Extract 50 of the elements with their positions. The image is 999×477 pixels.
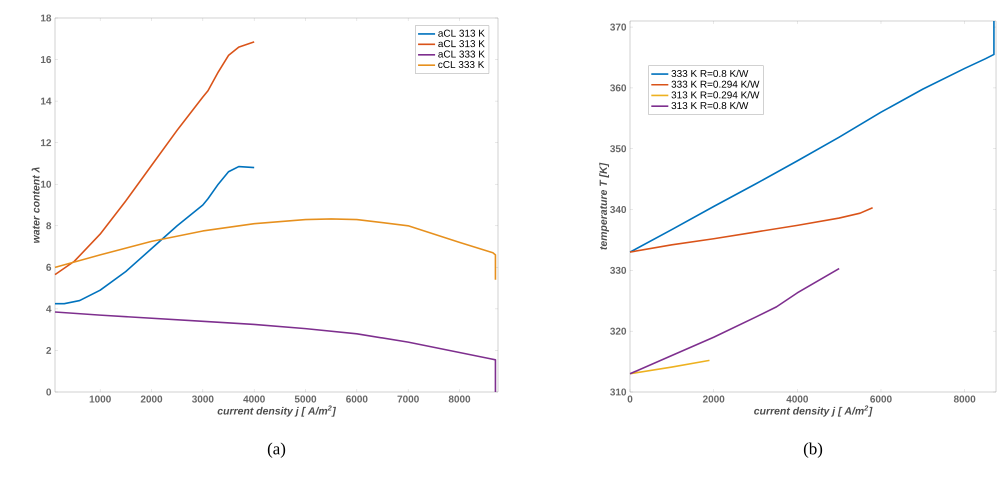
y-axis-title: temperature T [K] <box>599 162 610 250</box>
legend-label: aCL 313 K <box>438 30 485 37</box>
y-tick-label: 18 <box>41 14 52 22</box>
legend-label: 313 K R=0.8 K/W <box>671 102 748 110</box>
y-tick-label: 14 <box>41 98 52 105</box>
y-tick-label: 340 <box>610 206 626 214</box>
legend-label: 313 K R=0.294 K/W <box>671 91 760 98</box>
y-tick-label: 10 <box>41 180 52 188</box>
y-tick-label: 16 <box>41 56 52 64</box>
x-tick-label: 8000 <box>448 396 470 403</box>
line-series <box>629 206 874 253</box>
line-series <box>54 166 255 304</box>
line-series <box>629 20 995 253</box>
x-tick-label: 4000 <box>243 396 265 403</box>
text: (a) <box>268 442 286 458</box>
x-axis-title: current density j [ A/m$^{2}$] <box>754 405 873 417</box>
x-tick-label: 6000 <box>870 396 892 403</box>
text: (b) <box>804 442 822 458</box>
y-tick-label: 310 <box>610 388 626 396</box>
x-tick-label: 4000 <box>786 396 808 403</box>
y-tick-label: 320 <box>610 328 626 335</box>
x-tick-label: 7000 <box>398 396 419 403</box>
y-tick-label: 2 <box>46 346 52 354</box>
y-tick-label: 12 <box>41 139 52 146</box>
legend-label: aCL 333 K <box>438 50 485 58</box>
x-tick-label: 3000 <box>192 396 214 403</box>
x-tick-label: 8000 <box>954 396 976 403</box>
y-axis-title: water content λ <box>32 167 40 243</box>
y-tick-label: 0 <box>46 388 52 396</box>
x-tick-label: 0 <box>628 396 632 403</box>
y-tick-label: 8 <box>46 222 52 230</box>
legend-label: aCL 313 K <box>438 40 485 48</box>
legend-label: 333 K R=0.294 K/W <box>671 80 760 88</box>
line-series <box>629 268 840 375</box>
x-tick-label: 6000 <box>346 396 368 403</box>
legend-label: cCL 333 K <box>438 60 484 68</box>
x-tick-label: 5000 <box>294 396 316 403</box>
y-tick-label: 370 <box>610 24 626 31</box>
y-tick-label: 330 <box>610 266 626 274</box>
y-tick-label: 350 <box>610 145 626 152</box>
x-axis-title: current density j [ A/m$^{2}$] <box>218 405 336 417</box>
legend-label: 333 K R=0.8 K/W <box>671 70 748 78</box>
y-tick-label: 6 <box>46 264 52 271</box>
line-series <box>54 218 496 281</box>
y-tick-label: 360 <box>610 84 626 92</box>
x-tick-label: 1000 <box>90 396 111 403</box>
x-tick-label: 2000 <box>702 396 724 403</box>
y-tick-label: 4 <box>46 305 52 312</box>
x-tick-label: 2000 <box>140 396 162 403</box>
line-series <box>54 41 255 276</box>
